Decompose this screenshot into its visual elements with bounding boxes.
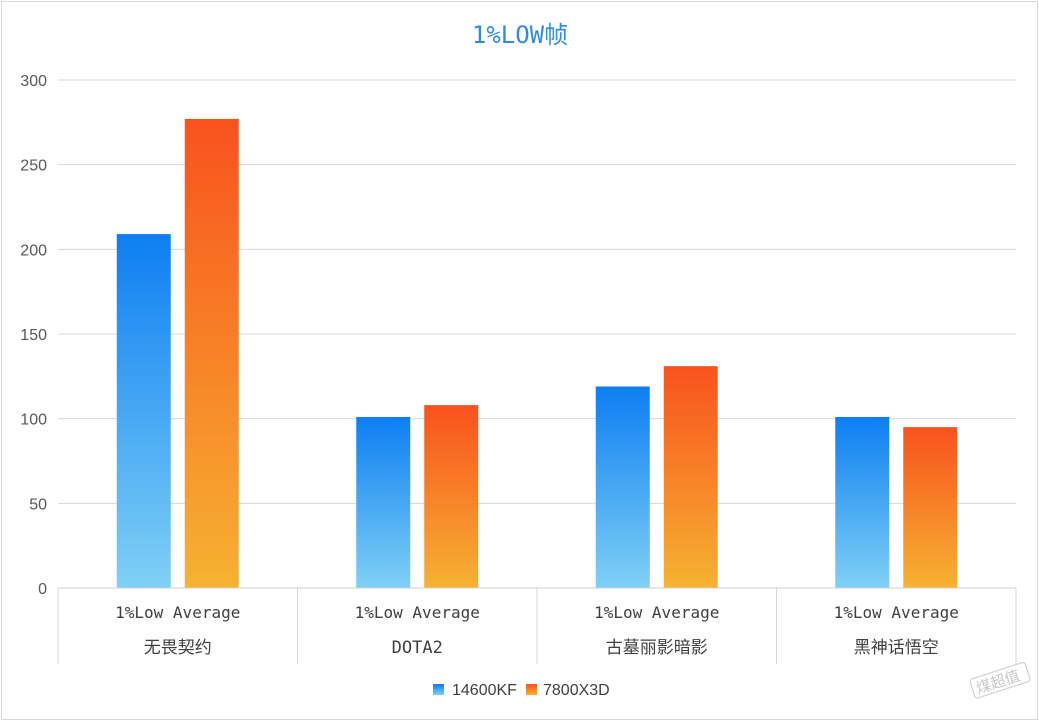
category-metric-label: 1%Low Average xyxy=(834,603,959,622)
bar-14600kf-0 xyxy=(116,234,171,589)
y-tick-label: 250 xyxy=(20,158,47,175)
y-axis-ticks: 0 50 100 150 200 250 300 xyxy=(20,73,47,598)
y-tick-label: 150 xyxy=(20,327,47,344)
category-game-label: 黑神话悟空 xyxy=(854,638,939,658)
legend-label-7800x3d: 7800X3D xyxy=(543,682,610,699)
bar-7800x3d-2 xyxy=(663,366,718,588)
y-tick-label: 50 xyxy=(29,496,47,513)
category-metric-label: 1%Low Average xyxy=(355,603,480,622)
legend-swatch-14600kf xyxy=(433,684,444,695)
legend: 14600KF 7800X3D xyxy=(433,682,610,699)
bars xyxy=(116,118,958,589)
y-tick-label: 300 xyxy=(20,73,47,90)
category-metric-label: 1%Low Average xyxy=(115,603,240,622)
category-game-label: 无畏契约 xyxy=(144,638,212,658)
category-game-label: 古墓丽影暗影 xyxy=(606,638,708,658)
legend-label-14600kf: 14600KF xyxy=(452,682,517,699)
bar-14600kf-1 xyxy=(356,416,411,588)
bar-14600kf-3 xyxy=(835,416,890,588)
legend-swatch-7800x3d xyxy=(526,684,537,695)
bar-14600kf-2 xyxy=(595,386,650,588)
y-tick-label: 100 xyxy=(20,412,47,429)
chart-title: 1%LOW帧 xyxy=(472,21,568,49)
y-tick-label: 200 xyxy=(20,242,47,259)
category-metric-label: 1%Low Average xyxy=(594,603,719,622)
watermark-text: 煤超值 xyxy=(974,666,1022,697)
category-game-label: DOTA2 xyxy=(392,638,443,658)
bar-7800x3d-3 xyxy=(903,427,958,588)
bar-7800x3d-0 xyxy=(184,118,239,589)
bar-7800x3d-1 xyxy=(424,405,479,588)
watermark: 煤超值 xyxy=(969,661,1031,699)
y-tick-label: 0 xyxy=(38,581,47,598)
x-axis-categories: 1%Low Average 无畏契约 1%Low Average DOTA2 1%Low… xyxy=(57,587,1017,664)
